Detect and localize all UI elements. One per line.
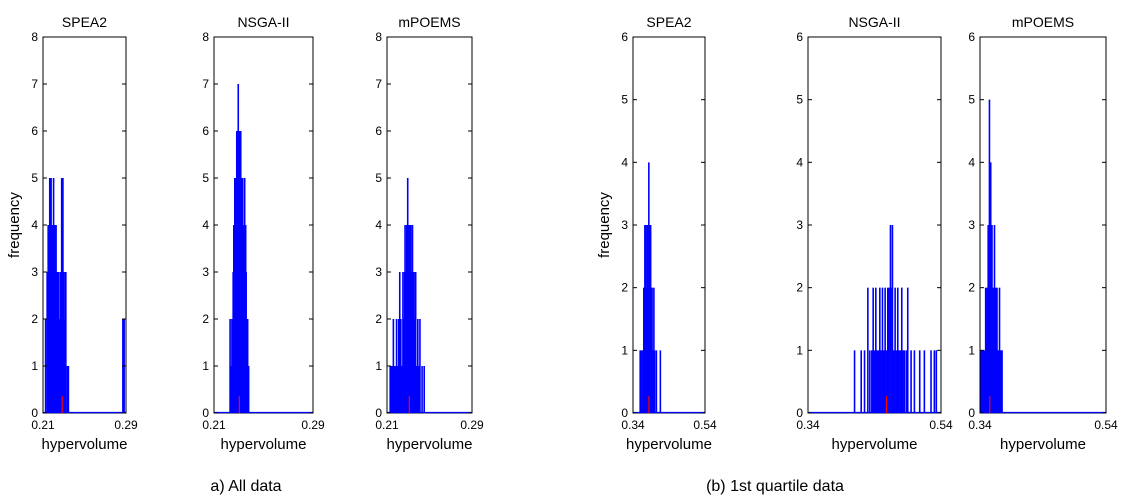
y-tick-label: 3 (202, 265, 209, 279)
panel-title: NSGA-II (848, 14, 900, 30)
x-tick-label: 0.21 (202, 418, 226, 432)
y-tick-label: 3 (796, 218, 803, 232)
y-tick-label: 5 (31, 171, 38, 185)
y-tick-label: 4 (202, 218, 209, 232)
x-tick-label: 0.54 (929, 418, 953, 432)
x-axis-label: hypervolume (42, 436, 128, 453)
x-axis-label: hypervolume (626, 436, 712, 453)
y-tick-label: 2 (202, 312, 209, 326)
y-tick-label: 3 (621, 218, 628, 232)
x-tick-label: 0.34 (621, 418, 645, 432)
y-tick-label: 5 (968, 93, 975, 107)
y-tick-label: 6 (796, 30, 803, 44)
plot-frame (213, 36, 314, 414)
y-tick-label: 8 (31, 30, 38, 44)
x-axis-label: hypervolume (387, 436, 473, 453)
y-tick-label: 4 (621, 155, 628, 169)
y-tick-label: 1 (796, 343, 803, 357)
y-tick-label: 2 (31, 312, 38, 326)
y-tick-label: 1 (375, 359, 382, 373)
x-tick-label: 0.21 (375, 418, 399, 432)
y-tick-label: 2 (968, 281, 975, 295)
x-tick-label: 0.34 (968, 418, 992, 432)
panel-a-mpoems: 0 1 2 3 4 5 6 7 8 0.21 0.29 mPOEMS hypervolume (375, 14, 484, 453)
y-tick-label: 8 (202, 30, 209, 44)
y-tick-label: 1 (31, 359, 38, 373)
panel-title: NSGA-II (237, 14, 289, 30)
y-tick-label: 8 (375, 30, 382, 44)
x-tick-label: 0.29 (301, 418, 325, 432)
panel-b-mpoems: 0 1 2 3 4 5 6 0.34 0.54 mPOEMS hypervolume (968, 14, 1118, 453)
y-tick-label: 2 (796, 281, 803, 295)
y-tick-label: 0 (968, 406, 975, 420)
y-tick-label: 1 (202, 359, 209, 373)
y-tick-label: 1 (968, 343, 975, 357)
x-tick-label: 0.34 (796, 418, 820, 432)
y-tick-label: 3 (375, 265, 382, 279)
y-tick-label: 2 (621, 281, 628, 295)
panel-b-nsga2: 0 1 2 3 4 5 6 0.34 0.54 NSGA-II hypervolume (796, 14, 953, 453)
x-tick-label: 0.29 (460, 418, 484, 432)
y-tick-label: 7 (375, 77, 382, 91)
x-axis-label: hypervolume (832, 436, 918, 453)
y-tick-label: 0 (375, 406, 382, 420)
y-tick-label: 5 (621, 93, 628, 107)
y-tick-label: 0 (202, 406, 209, 420)
x-axis-label: hypervolume (221, 436, 307, 453)
y-tick-label: 6 (202, 124, 209, 138)
x-tick-label: 0.21 (31, 418, 55, 432)
y-tick-label: 0 (621, 406, 628, 420)
y-tick-label: 7 (31, 77, 38, 91)
y-tick-label: 5 (375, 171, 382, 185)
panel-title: SPEA2 (62, 14, 107, 30)
x-tick-label: 0.54 (1094, 418, 1118, 432)
y-axis-label: frequency (596, 192, 613, 258)
panel-b-spea2: 0 1 2 3 4 5 6 0.34 0.54 SPEA2 hypervolume frequency (596, 14, 717, 453)
x-axis-label: hypervolume (1000, 436, 1086, 453)
y-axis-label: frequency (6, 192, 23, 258)
y-tick-label: 6 (375, 124, 382, 138)
y-tick-label: 2 (375, 312, 382, 326)
y-tick-label: 6 (31, 124, 38, 138)
y-tick-label: 5 (202, 171, 209, 185)
x-tick-label: 0.29 (114, 418, 138, 432)
panel-title: SPEA2 (646, 14, 691, 30)
y-tick-label: 5 (796, 93, 803, 107)
y-tick-label: 3 (31, 265, 38, 279)
y-tick-label: 3 (968, 218, 975, 232)
caption-all-data: a) All data (210, 478, 281, 495)
panel-title: mPOEMS (398, 14, 460, 30)
y-tick-label: 4 (968, 155, 975, 169)
y-tick-label: 0 (31, 406, 38, 420)
y-tick-label: 4 (375, 218, 382, 232)
caption-first-quartile: (b) 1st quartile data (706, 478, 844, 495)
y-tick-label: 1 (621, 343, 628, 357)
y-tick-label: 0 (796, 406, 803, 420)
y-tick-label: 4 (31, 218, 38, 232)
y-tick-label: 4 (796, 155, 803, 169)
y-tick-label: 7 (202, 77, 209, 91)
y-tick-label: 6 (968, 30, 975, 44)
panel-title: mPOEMS (1012, 14, 1074, 30)
panel-a-spea2: 0 1 2 3 4 5 6 7 8 0.21 0.29 SPEA2 hypervolume frequen… (6, 14, 138, 453)
x-tick-label: 0.54 (693, 418, 717, 432)
panel-a-nsga2: 0 1 2 3 4 5 6 7 8 0.21 0.29 NSGA-II hypervolume (202, 14, 325, 453)
y-tick-label: 6 (621, 30, 628, 44)
